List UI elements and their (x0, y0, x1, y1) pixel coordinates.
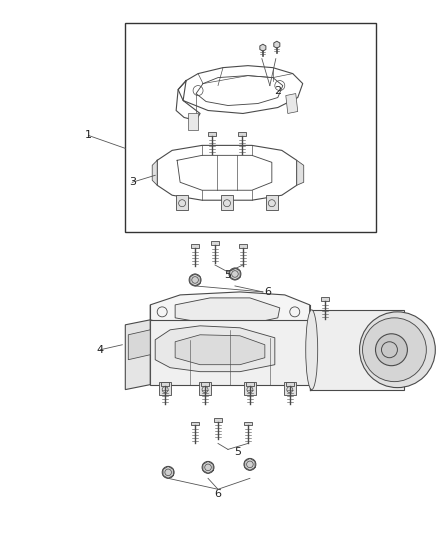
Polygon shape (128, 330, 150, 360)
Polygon shape (175, 335, 265, 365)
Text: 5: 5 (224, 270, 231, 280)
Polygon shape (238, 132, 246, 136)
Polygon shape (286, 94, 298, 114)
Polygon shape (266, 195, 278, 210)
Polygon shape (159, 382, 171, 394)
Text: 5: 5 (234, 447, 241, 457)
Circle shape (162, 466, 174, 478)
Polygon shape (188, 114, 198, 131)
Polygon shape (175, 298, 280, 324)
Polygon shape (125, 320, 150, 390)
Polygon shape (239, 244, 247, 248)
Polygon shape (208, 132, 216, 136)
Polygon shape (211, 241, 219, 245)
Polygon shape (150, 292, 310, 332)
Polygon shape (286, 382, 294, 385)
Polygon shape (199, 382, 211, 394)
Circle shape (189, 274, 201, 286)
Polygon shape (191, 422, 199, 425)
Polygon shape (201, 382, 209, 385)
Circle shape (363, 318, 426, 382)
Circle shape (244, 458, 256, 470)
Circle shape (202, 462, 214, 473)
Polygon shape (155, 326, 275, 372)
Polygon shape (191, 244, 199, 248)
Circle shape (360, 312, 435, 387)
Text: 6: 6 (265, 287, 272, 297)
Polygon shape (274, 41, 280, 48)
Circle shape (229, 268, 241, 280)
Polygon shape (297, 160, 304, 185)
Text: 2: 2 (274, 86, 281, 95)
Polygon shape (221, 195, 233, 210)
Polygon shape (150, 320, 310, 385)
Polygon shape (152, 160, 157, 185)
Polygon shape (260, 44, 266, 51)
Polygon shape (284, 382, 296, 394)
Text: 1: 1 (85, 131, 92, 140)
Polygon shape (321, 297, 328, 301)
Text: 4: 4 (97, 345, 104, 355)
Text: 6: 6 (215, 489, 222, 499)
Polygon shape (244, 422, 252, 425)
Polygon shape (246, 382, 254, 385)
Text: 3: 3 (129, 177, 136, 187)
Polygon shape (176, 195, 188, 210)
Bar (125, 23, 377, 232)
Circle shape (375, 334, 407, 366)
Ellipse shape (306, 310, 318, 390)
Polygon shape (214, 417, 222, 422)
Polygon shape (244, 382, 256, 394)
Polygon shape (161, 382, 169, 385)
Polygon shape (310, 310, 404, 390)
